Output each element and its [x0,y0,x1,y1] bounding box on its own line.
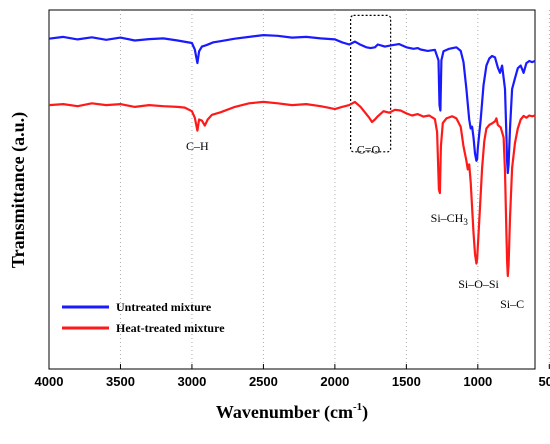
legend: Untreated mixture Heat-treated mixture [62,300,225,335]
series-line-1 [48,100,536,278]
x-axis-tick-labels: 4000 3500 3000 2500 2000 1500 1000 500 [35,374,550,389]
x-tick-label-4000: 4000 [35,374,64,389]
annotation-sich3: Si–CH3 [431,211,469,227]
x-tick-label-3000: 3000 [177,374,206,389]
x-tick-label-2500: 2500 [249,374,278,389]
x-axis-ticks [48,364,550,369]
y-axis-label: Transmittance (a.u.) [8,112,29,268]
plot-area [48,9,536,370]
legend-label-untreated: Untreated mixture [116,300,212,314]
legend-label-heat-treated: Heat-treated mixture [116,321,225,335]
x-tick-label-2000: 2000 [320,374,349,389]
series-line-0 [48,34,536,175]
c-o-highlight-box [350,14,392,153]
x-axis-label-main: Wavenumber (cm [216,402,353,423]
annotation-siosi: Si–O–Si [458,277,499,291]
series-lines [48,34,536,278]
annotation-ch: C–H [186,139,209,153]
x-tick-label-1500: 1500 [392,374,421,389]
x-tick-label-500: 500 [538,374,550,389]
x-axis-label-superscript: -1 [353,401,362,413]
annotation-co: C=O [357,143,381,157]
x-axis-label-end: ) [362,402,368,423]
x-tick-label-3500: 3500 [106,374,135,389]
x-axis-label: Wavenumber (cm-1) [216,401,368,423]
x-tick-label-1000: 1000 [463,374,492,389]
annotation-sic: Si–C [500,297,524,311]
